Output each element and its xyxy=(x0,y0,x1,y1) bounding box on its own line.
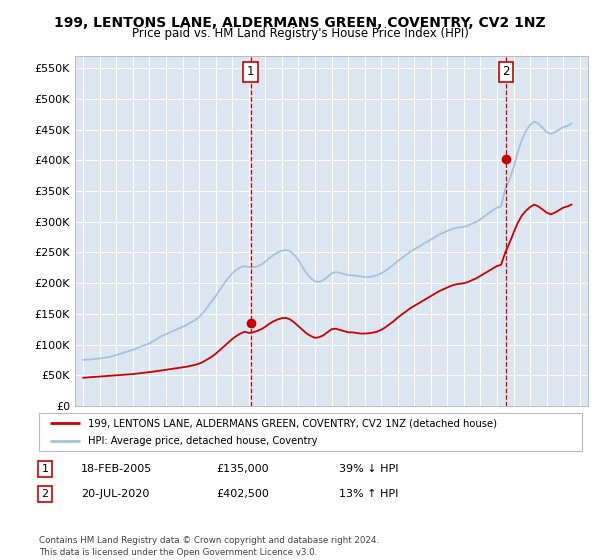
Text: 1: 1 xyxy=(41,464,49,474)
Text: 39% ↓ HPI: 39% ↓ HPI xyxy=(339,464,398,474)
Text: £135,000: £135,000 xyxy=(216,464,269,474)
Text: Price paid vs. HM Land Registry's House Price Index (HPI): Price paid vs. HM Land Registry's House … xyxy=(131,27,469,40)
Text: 199, LENTONS LANE, ALDERMANS GREEN, COVENTRY, CV2 1NZ (detached house): 199, LENTONS LANE, ALDERMANS GREEN, COVE… xyxy=(88,418,497,428)
Text: 20-JUL-2020: 20-JUL-2020 xyxy=(81,489,149,499)
Text: 2: 2 xyxy=(41,489,49,499)
Text: 1: 1 xyxy=(247,66,254,78)
Text: £402,500: £402,500 xyxy=(216,489,269,499)
Text: 199, LENTONS LANE, ALDERMANS GREEN, COVENTRY, CV2 1NZ: 199, LENTONS LANE, ALDERMANS GREEN, COVE… xyxy=(54,16,546,30)
Text: Contains HM Land Registry data © Crown copyright and database right 2024.
This d: Contains HM Land Registry data © Crown c… xyxy=(39,536,379,557)
Text: HPI: Average price, detached house, Coventry: HPI: Average price, detached house, Cove… xyxy=(88,436,317,446)
Text: 2: 2 xyxy=(502,66,509,78)
Text: 13% ↑ HPI: 13% ↑ HPI xyxy=(339,489,398,499)
Text: 18-FEB-2005: 18-FEB-2005 xyxy=(81,464,152,474)
